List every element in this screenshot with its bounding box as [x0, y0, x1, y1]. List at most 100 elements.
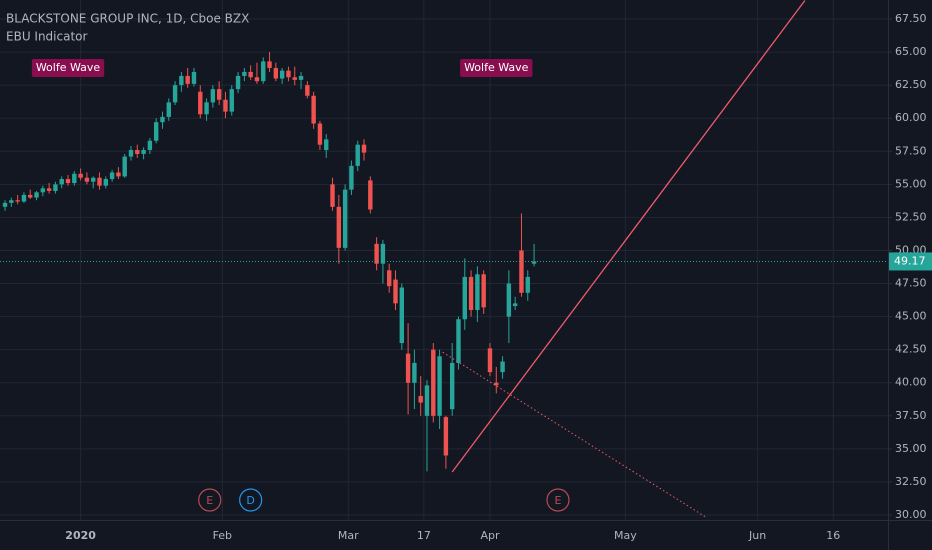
candle-body: [128, 149, 134, 157]
y-tick-label: 35.00: [895, 442, 927, 455]
event-label: E: [555, 494, 562, 507]
candle-body: [21, 194, 27, 202]
x-tick-label: Mar: [338, 529, 359, 542]
event-label: E: [206, 494, 213, 507]
candle-body: [179, 75, 184, 86]
candle-body: [248, 71, 253, 78]
y-tick-label: 40.00: [895, 376, 927, 389]
candle-body: [298, 75, 304, 80]
candle-body: [198, 91, 203, 115]
candle-body: [153, 122, 159, 141]
candle-body: [223, 99, 228, 112]
candle-body: [28, 194, 33, 198]
candle-body: [305, 85, 310, 96]
y-tick-label: 52.50: [895, 210, 927, 223]
event-marker: [198, 488, 222, 512]
candle-body: [15, 200, 20, 202]
candle-body: [172, 85, 178, 103]
candle-body: [229, 89, 234, 112]
candle-body: [216, 89, 222, 100]
x-tick-label: May: [614, 529, 637, 542]
candle-body: [399, 287, 405, 344]
wolfe-wave-label-bg: [460, 58, 533, 77]
candle-body: [525, 276, 530, 293]
candle-body: [317, 123, 323, 145]
candle-body: [374, 243, 379, 264]
candle-body: [342, 189, 348, 248]
candle-body: [412, 362, 417, 383]
candle-body: [361, 144, 367, 153]
candle-body: [349, 165, 354, 190]
candle-body: [46, 188, 52, 191]
candle-body: [9, 200, 14, 203]
candle-body: [475, 274, 480, 310]
candle-body: [235, 75, 241, 90]
candle-body: [443, 417, 449, 456]
candle-body: [97, 177, 102, 186]
candle-body: [254, 77, 260, 82]
x-tick-label: Apr: [480, 529, 500, 542]
event-label: D: [246, 494, 254, 507]
candle-body: [500, 361, 505, 373]
candle-body: [191, 71, 197, 84]
candle-body: [267, 61, 272, 68]
candle-body: [2, 202, 8, 207]
candle-body: [437, 356, 442, 416]
y-tick-label: 32.50: [895, 475, 927, 488]
y-tick-label: 62.50: [895, 78, 927, 91]
wolfe-line: [451, 0, 806, 473]
candle-body: [91, 177, 96, 182]
candle-body: [336, 206, 342, 248]
y-tick-label: 55.00: [895, 177, 927, 190]
candle-body: [273, 67, 279, 79]
candle-body: [286, 70, 291, 78]
candle-body: [431, 349, 436, 416]
candle-body: [424, 385, 430, 416]
candle-body: [380, 243, 386, 264]
candle-body: [166, 102, 171, 117]
wolfe-wave-label-bg: [31, 58, 105, 77]
candle-body: [506, 283, 512, 317]
candle-body: [368, 180, 373, 210]
wolfe-wave-label: Wolfe Wave: [464, 61, 529, 74]
candle-body: [72, 173, 77, 184]
event-marker: [546, 488, 570, 512]
candle-body: [487, 348, 493, 373]
candle-body: [330, 184, 335, 207]
x-tick-label: Jun: [748, 529, 766, 542]
candle-body: [449, 362, 455, 410]
candle-body: [65, 179, 71, 184]
last-price-label: 49.17: [894, 254, 926, 267]
wolfe-wave-label: Wolfe Wave: [36, 61, 101, 74]
candle-body: [242, 71, 247, 76]
candle-body: [355, 144, 360, 166]
x-tick-label: 16: [826, 529, 840, 542]
y-tick-label: 60.00: [895, 111, 927, 124]
candle-body: [103, 179, 109, 186]
indicator-name: EBU Indicator: [6, 30, 88, 44]
candle-body: [418, 395, 423, 403]
x-tick-label: 17: [417, 529, 431, 542]
candle-body: [261, 61, 266, 82]
candle-body: [481, 274, 486, 308]
candle-body: [84, 177, 90, 182]
candle-body: [324, 139, 329, 150]
candle-body: [34, 192, 39, 198]
candle-body: [494, 382, 499, 386]
x-tick-label: Feb: [213, 529, 232, 542]
candle-body: [512, 303, 518, 307]
candle-body: [78, 173, 83, 178]
candle-body: [393, 279, 398, 304]
candle-body: [519, 250, 524, 293]
x-tick-label: 2020: [65, 529, 96, 542]
candle-body: [147, 140, 153, 150]
candle-body: [405, 353, 411, 383]
candle-body: [122, 156, 127, 177]
chart-title: BLACKSTONE GROUP INC, 1D, Cboe BZX: [6, 12, 249, 26]
y-tick-label: 57.50: [895, 144, 927, 157]
candle-body: [292, 77, 297, 80]
y-tick-label: 65.00: [895, 45, 927, 58]
event-marker: [239, 488, 263, 512]
